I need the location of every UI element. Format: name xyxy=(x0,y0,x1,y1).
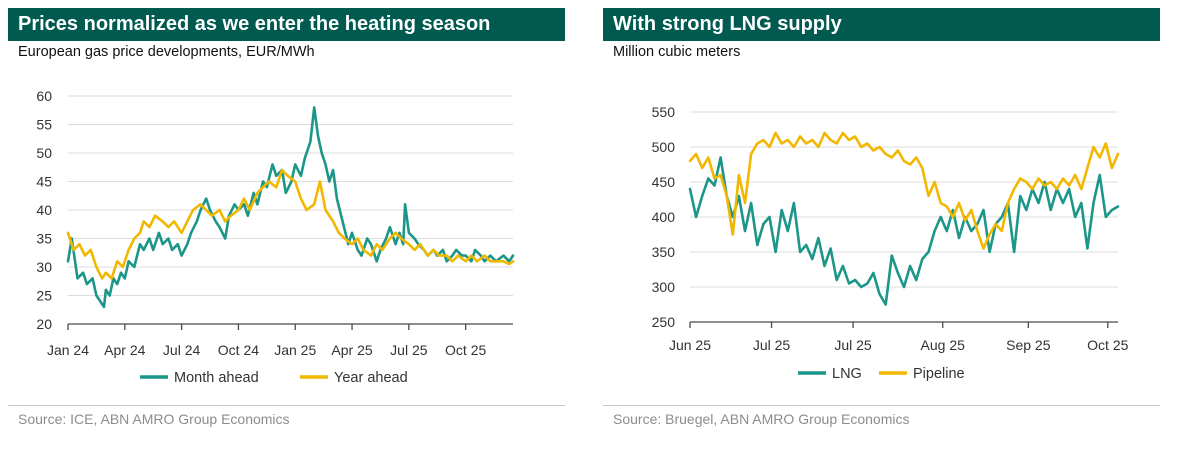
series-line-month-ahead xyxy=(66,106,515,309)
y-tick-label: 35 xyxy=(36,231,52,247)
x-tick-label: Apr 24 xyxy=(104,342,145,358)
right-chart: 250 300 350 400 450 500 550 Jun 25 Jul 25 Jul 25 A… xyxy=(652,104,1129,382)
y-tick-label: 550 xyxy=(652,104,676,120)
y-tick-label: 450 xyxy=(652,174,676,190)
x-tick-label: Jan 25 xyxy=(274,342,316,358)
x-tick-label: Jul 24 xyxy=(163,342,201,358)
left-heading: Prices normalized as we enter the heatin… xyxy=(8,8,565,41)
y-tick-label: 250 xyxy=(652,314,676,330)
legend-label: Year ahead xyxy=(334,370,408,386)
series-line-lng xyxy=(688,156,1120,306)
legend-label: Pipeline xyxy=(913,366,965,382)
right-subtitle: Million cubic meters xyxy=(613,44,741,60)
left-source: Source: ICE, ABN AMRO Group Economics xyxy=(18,411,290,427)
y-tick-label: 30 xyxy=(36,259,52,275)
y-tick-label: 25 xyxy=(36,288,52,304)
x-tick-label: Jul 25 xyxy=(834,337,872,353)
y-tick-label: 20 xyxy=(36,316,52,332)
y-tick-label: 40 xyxy=(36,202,52,218)
x-tick-label: Jun 25 xyxy=(669,337,711,353)
x-tick-label: Jan 24 xyxy=(47,342,89,358)
left-chart: 20 25 30 35 40 45 50 55 60 Jan 24 Apr 24 Jul 24 Oct … xyxy=(36,88,515,386)
right-panel: With strong LNG supply Million cubic met… xyxy=(603,8,1160,427)
y-tick-label: 300 xyxy=(652,279,676,295)
y-tick-label: 500 xyxy=(652,139,676,155)
x-tick-label: Sep 25 xyxy=(1006,337,1051,353)
x-tick-label: Oct 24 xyxy=(218,342,259,358)
x-tick-label: Aug 25 xyxy=(921,337,966,353)
x-tick-label: Jul 25 xyxy=(390,342,428,358)
y-tick-label: 350 xyxy=(652,244,676,260)
y-tick-label: 50 xyxy=(36,145,52,161)
right-heading: With strong LNG supply xyxy=(603,8,1160,41)
series-line-year-ahead xyxy=(66,168,515,280)
legend-label: LNG xyxy=(832,366,862,382)
y-tick-label: 60 xyxy=(36,88,52,104)
x-tick-label: Jul 25 xyxy=(753,337,791,353)
right-source: Source: Bruegel, ABN AMRO Group Economic… xyxy=(613,411,910,427)
y-tick-label: 400 xyxy=(652,209,676,225)
left-panel: Prices normalized as we enter the heatin… xyxy=(8,8,565,427)
series-line-pipeline xyxy=(688,131,1120,250)
y-tick-label: 55 xyxy=(36,117,52,133)
left-subtitle: European gas price developments, EUR/MWh xyxy=(18,44,315,60)
x-tick-label: Oct 25 xyxy=(1087,337,1128,353)
y-tick-label: 45 xyxy=(36,174,52,190)
x-tick-label: Oct 25 xyxy=(445,342,486,358)
legend-label: Month ahead xyxy=(174,370,259,386)
left-source-divider xyxy=(8,405,565,406)
right-source-divider xyxy=(603,405,1160,406)
x-tick-label: Apr 25 xyxy=(331,342,372,358)
